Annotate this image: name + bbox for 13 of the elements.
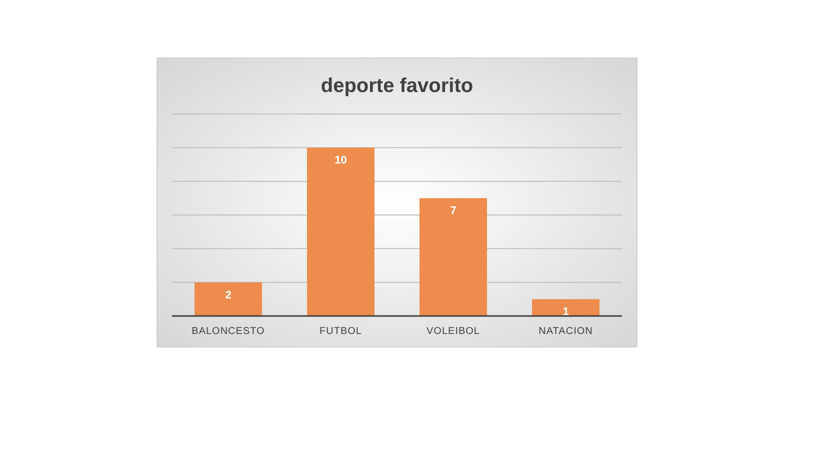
bar xyxy=(532,299,600,316)
x-tick-label: FUTBOL xyxy=(320,326,362,337)
x-tick-label: VOLEIBOL xyxy=(426,326,480,337)
data-label: 10 xyxy=(334,154,347,167)
bar xyxy=(194,282,262,316)
bar xyxy=(307,148,374,316)
bar xyxy=(420,198,487,316)
data-label: 1 xyxy=(562,306,569,318)
chart-title: deporte favorito xyxy=(320,75,474,97)
x-tick-label: BALONCESTO xyxy=(192,326,265,337)
data-label: 2 xyxy=(225,289,232,302)
x-tick-label: NATACION xyxy=(538,326,593,337)
data-label: 7 xyxy=(450,205,456,218)
